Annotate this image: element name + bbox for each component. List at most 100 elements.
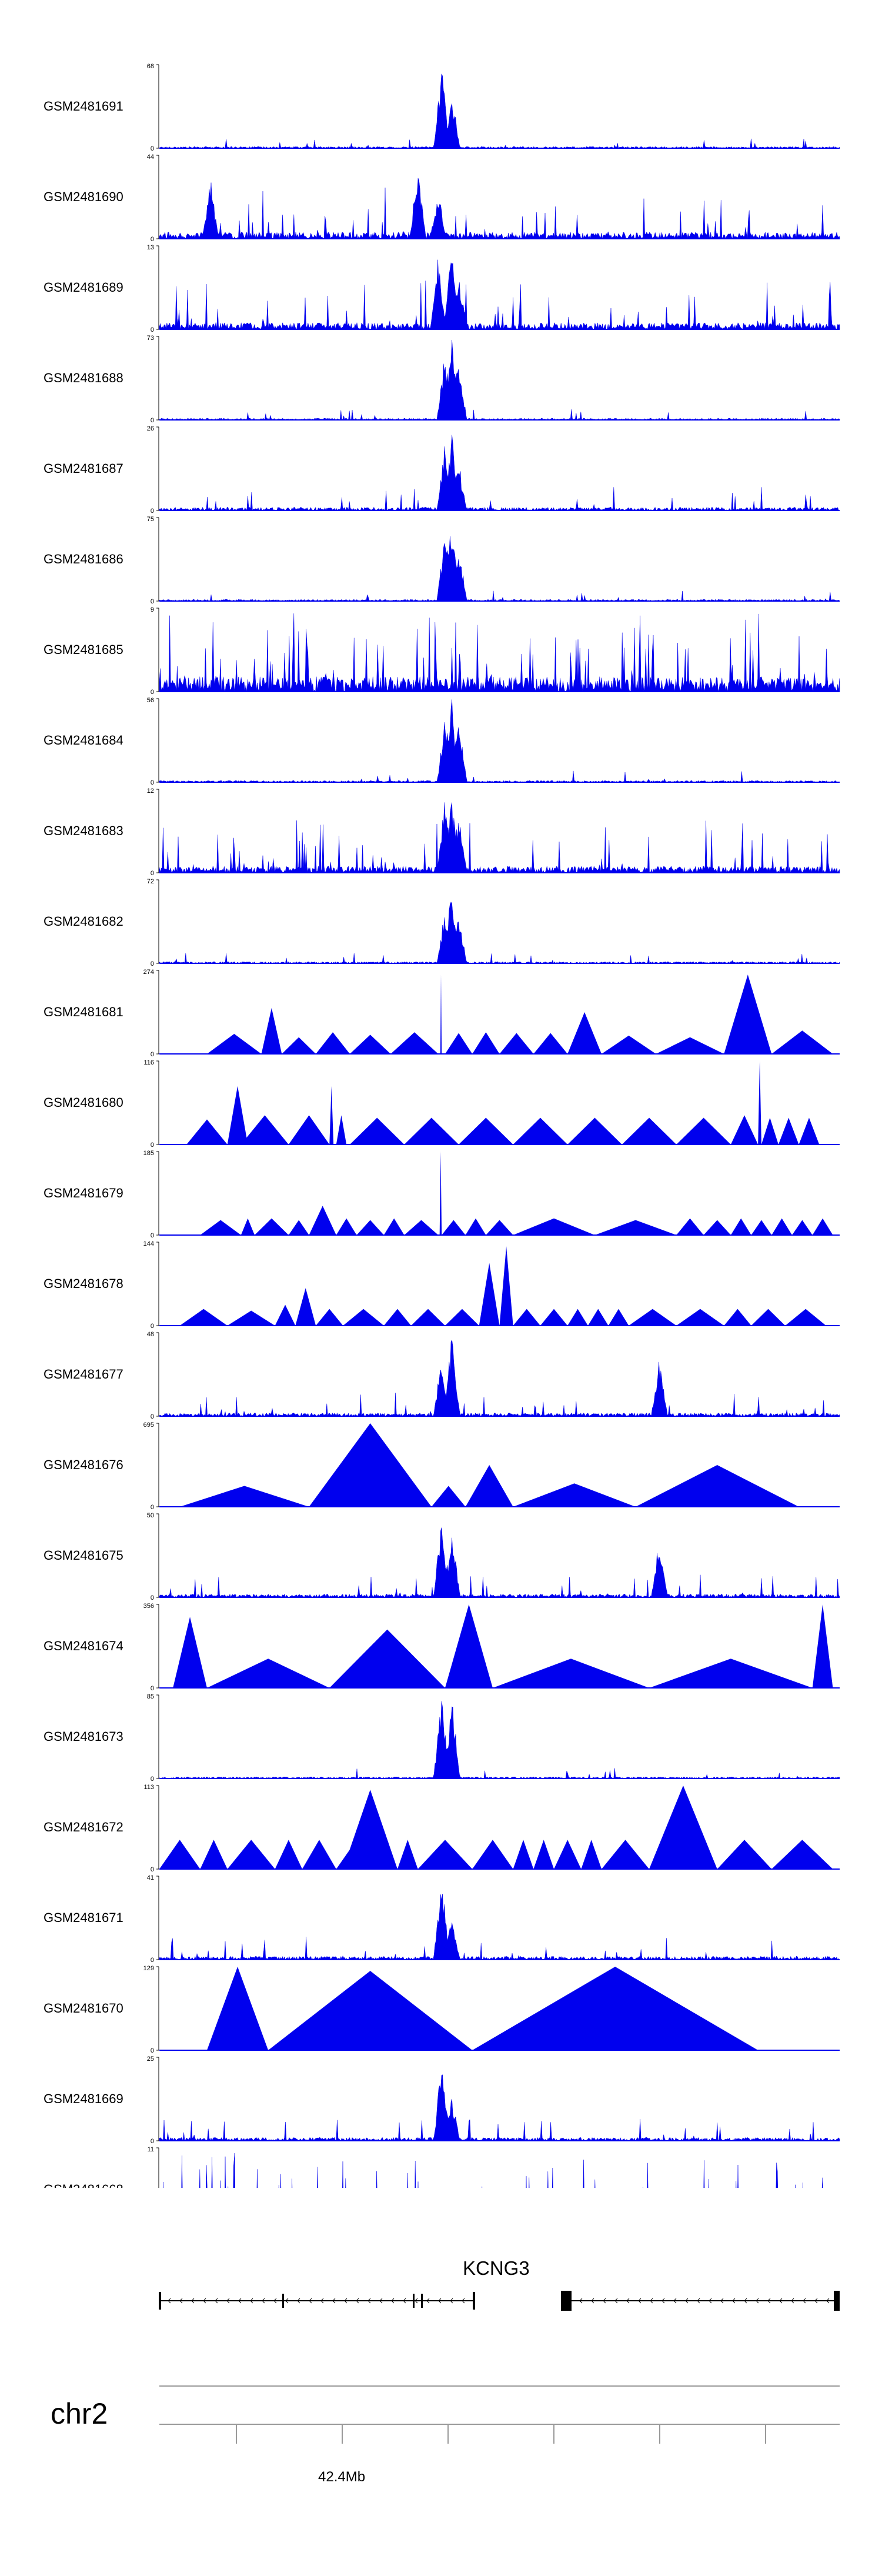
strand-chevron: [403, 2298, 406, 2304]
track-GSM2481669: GSM2481669 25 0: [44, 2056, 840, 2145]
signal-triangle: [778, 1117, 799, 1144]
signal-triangle: [499, 1033, 534, 1054]
track-label: GSM2481690: [44, 189, 123, 204]
signal-triangle: [439, 1152, 442, 1235]
axis-tick-label: 42.4Mb: [318, 2469, 366, 2485]
signal-triangle: [761, 1117, 779, 1144]
track-label: GSM2481683: [44, 823, 123, 838]
strand-chevron: [179, 2298, 183, 2304]
signal-triangle: [608, 1309, 629, 1326]
y-max-label: 116: [143, 1059, 154, 1066]
signal-triangle: [635, 1465, 799, 1507]
exon-mid-2: [413, 2294, 415, 2308]
strand-chevron: [262, 2298, 265, 2304]
signal-triangle: [445, 1604, 493, 1688]
signal-triangle: [567, 1309, 588, 1326]
signal-triangle: [295, 1288, 316, 1326]
signal-triangle: [445, 1309, 479, 1326]
signal-area: [159, 536, 840, 602]
signal-triangle: [758, 1061, 761, 1144]
signal-triangle: [649, 1659, 813, 1688]
signal-triangle: [499, 1246, 513, 1326]
axis-ticks: [236, 2424, 766, 2444]
strand-chevron: [191, 2298, 195, 2304]
track-GSM2481681: GSM2481681 274 0: [44, 969, 840, 1058]
y-max-label: 68: [147, 63, 154, 70]
signal-triangle: [417, 1840, 473, 1869]
y-min-label: 0: [151, 598, 154, 605]
gene-name: KCNG3: [463, 2257, 530, 2279]
signal-triangle: [472, 1840, 513, 1869]
signal-triangle: [513, 1117, 568, 1144]
signal-triangle: [404, 1220, 439, 1235]
signal-area: [159, 259, 840, 330]
track-label: GSM2481672: [44, 1820, 123, 1834]
strand-chevrons: [168, 2298, 830, 2304]
strand-chevron: [344, 2298, 348, 2304]
strand-chevron: [462, 2298, 465, 2304]
track-GSM2481689: GSM2481689 13 0: [44, 244, 840, 333]
strand-chevron: [662, 2298, 665, 2304]
strand-chevron: [673, 2298, 677, 2304]
track-label: GSM2481673: [44, 1729, 123, 1744]
signal-triangle: [567, 1117, 622, 1144]
signal-triangle: [486, 1220, 513, 1235]
y-min-label: 0: [151, 689, 154, 696]
track-label: GSM2481686: [44, 552, 123, 566]
strand-chevron: [203, 2298, 206, 2304]
signal-area: [159, 1894, 840, 1960]
signal-triangle: [200, 1840, 228, 1869]
strand-chevron: [779, 2298, 783, 2304]
y-max-label: 695: [143, 1422, 154, 1429]
signal-triangle: [629, 1309, 677, 1326]
track-label: GSM2481677: [44, 1367, 123, 1382]
signal-triangle: [383, 1218, 405, 1235]
signal-triangle: [173, 1617, 207, 1688]
strand-chevron: [297, 2298, 300, 2304]
y-min-label: 0: [151, 1051, 154, 1058]
signal-triangle: [771, 1218, 793, 1235]
y-max-label: 129: [143, 1965, 154, 1972]
signal-triangle: [445, 1033, 473, 1054]
strand-chevron: [685, 2298, 689, 2304]
y-max-label: 44: [147, 154, 154, 161]
y-max-label: 50: [147, 1512, 154, 1519]
strand-chevron: [415, 2298, 418, 2304]
signal-triangle: [649, 1786, 717, 1869]
y-max-label: 73: [147, 335, 154, 342]
y-min-label: 0: [151, 870, 154, 877]
strand-chevron: [732, 2298, 736, 2304]
signal-triangle: [602, 1035, 656, 1054]
track-GSM2481679: GSM2481679 185 0: [44, 1150, 840, 1239]
signal-triangle: [206, 1659, 330, 1688]
y-min-label: 0: [151, 2138, 154, 2145]
track-GSM2481688: GSM2481688 73 0: [44, 335, 840, 424]
track-label: GSM2481687: [44, 461, 123, 476]
strand-chevron: [285, 2298, 289, 2304]
y-min-label: 0: [151, 1776, 154, 1783]
signal-triangle: [275, 1304, 296, 1326]
signal-triangle: [771, 1030, 833, 1054]
signal-area: [162, 2153, 823, 2188]
exon-right-start: [561, 2291, 572, 2311]
signal-triangle: [390, 1032, 439, 1054]
signal-triangle: [581, 1840, 602, 1869]
strand-chevron: [767, 2298, 771, 2304]
chromosome-label: chr2: [51, 2397, 108, 2430]
signal-triangle: [254, 1218, 289, 1235]
signal-triangle: [567, 1012, 602, 1054]
signal-triangle: [513, 1840, 534, 1869]
track-GSM2481683: GSM2481683 12 0: [44, 788, 840, 877]
genome-axis: [159, 2385, 840, 2444]
y-max-label: 274: [143, 969, 154, 976]
y-max-label: 48: [147, 1331, 154, 1338]
signal-area: [159, 699, 840, 783]
strand-chevron: [756, 2298, 759, 2304]
signal-triangle: [676, 1218, 704, 1235]
signal-triangle: [329, 1086, 334, 1144]
signal-triangle: [343, 1309, 384, 1326]
track-GSM2481673: GSM2481673 85 0: [44, 1693, 840, 1783]
strand-chevron: [579, 2298, 583, 2304]
signal-triangle: [703, 1220, 731, 1235]
track-label: GSM2481680: [44, 1095, 123, 1110]
